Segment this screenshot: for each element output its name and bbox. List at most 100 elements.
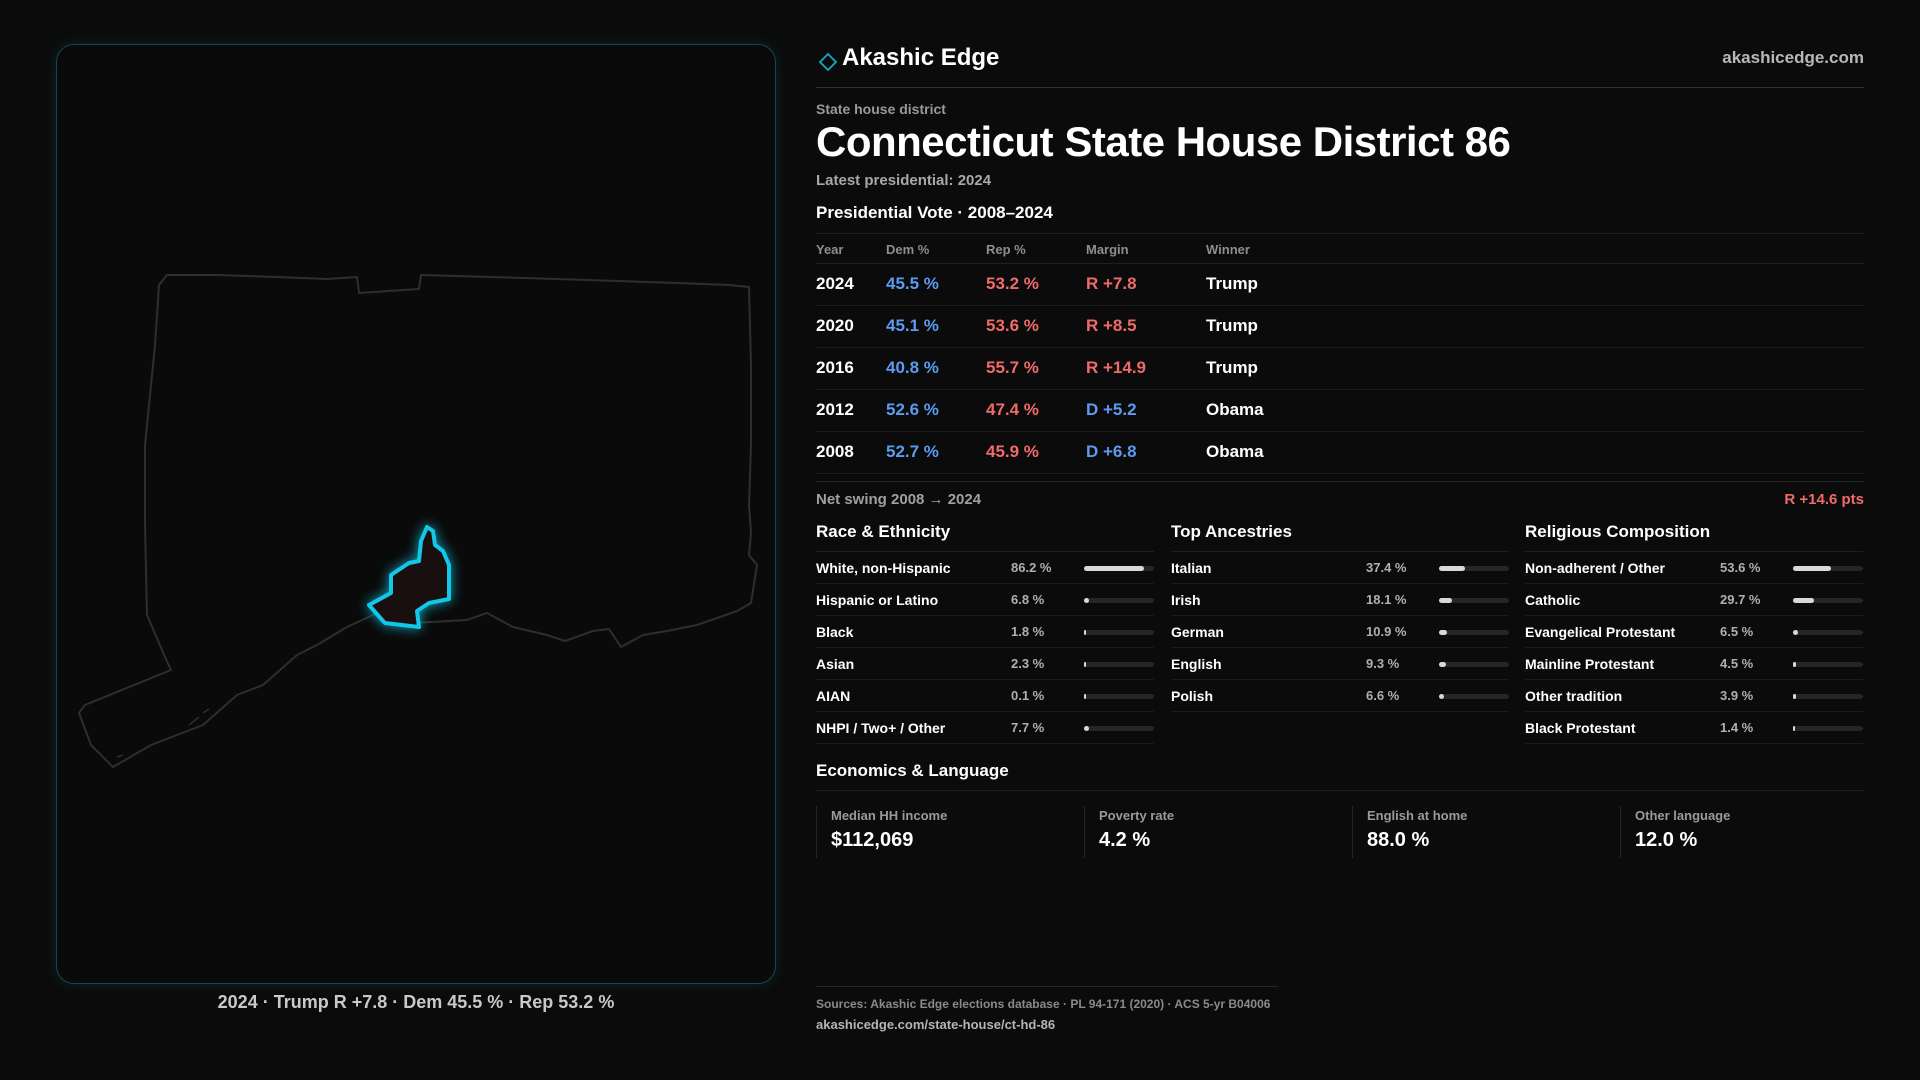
vote-winner: Obama [1206,400,1264,419]
race-bar-fill [1084,726,1089,731]
map-caption: 2024 · Trump R +7.8 · Dem 45.5 % · Rep 5… [217,992,615,1012]
net-swing-value: R +14.6 pts [1784,491,1864,508]
religion-row: Evangelical Protestant 6.5 % [1525,616,1863,648]
religion-label: Non-adherent / Other [1525,560,1666,576]
economics-card: Other language 12.0 % [1620,806,1730,858]
vote-row: 2012 52.6 % 47.4 % D +5.2 Obama [816,390,1864,432]
vote-table-header: Year Dem % Rep % Margin Winner [816,233,1864,264]
ancestry-value: 10.9 % [1366,624,1407,639]
ancestry-bar-fill [1439,662,1446,667]
header-dem: Dem % [886,242,930,257]
religion-row: Catholic 29.7 % [1525,584,1863,616]
state-outline [78,274,758,768]
race-label: Black [816,624,854,640]
religion-bar-fill [1793,726,1795,731]
permalink[interactable]: akashicedge.com/state-house/ct-hd-86 [816,1017,1056,1032]
economics-card: English at home 88.0 % [1352,806,1467,858]
race-bar-track [1084,630,1154,635]
map-panel[interactable] [56,44,776,984]
economics-card-value: 4.2 % [1099,829,1151,851]
brand-name[interactable]: Akashic Edge [842,44,1000,71]
religion-label: Evangelical Protestant [1525,624,1676,640]
vote-dem-pct: 45.1 % [886,316,939,335]
vote-winner: Trump [1206,274,1258,293]
page-subtitle: Latest presidential: 2024 [816,172,992,189]
coast-islands [116,708,210,758]
ancestry-bar-fill [1439,630,1447,635]
vote-dem-pct: 52.7 % [886,442,939,461]
race-bar-fill [1084,662,1086,667]
race-bar-track [1084,726,1154,731]
ancestry-bar-track [1439,630,1509,635]
religion-row: Mainline Protestant 4.5 % [1525,648,1863,680]
religion-row: Other tradition 3.9 % [1525,680,1863,712]
vote-row: 2008 52.7 % 45.9 % D +6.8 Obama [816,432,1864,474]
religion-value: 53.6 % [1720,560,1761,575]
ancestry-bar-fill [1439,598,1452,603]
vote-winner: Obama [1206,442,1264,461]
diamond-logo-icon [818,52,838,72]
ancestry-bar-track [1439,598,1509,603]
religion-bar-track [1793,598,1863,603]
vote-margin: D +5.2 [1086,400,1137,419]
ancestry-title: Top Ancestries [1171,522,1509,552]
economics-card-label: English at home [1367,808,1468,823]
race-bar-track [1084,598,1154,603]
race-value: 7.7 % [1011,720,1045,735]
footer: Sources: Akashic Edge elections database… [816,986,1278,1032]
race-value: 86.2 % [1011,560,1052,575]
race-value: 2.3 % [1011,656,1045,671]
race-bar-track [1084,566,1154,571]
economics-title: Economics & Language [816,761,1864,791]
vote-year: 2020 [816,316,854,335]
ancestry-row: German 10.9 % [1171,616,1509,648]
ancestry-value: 37.4 % [1366,560,1407,575]
race-bar-track [1084,662,1154,667]
economics-card-value: 88.0 % [1367,829,1430,851]
religion-bar-fill [1793,598,1814,603]
ancestry-bar-fill [1439,566,1465,571]
vote-rep-pct: 47.4 % [986,400,1039,419]
religion-bar-fill [1793,662,1796,667]
brand-url-link[interactable]: akashicedge.com [1722,48,1864,67]
state-map[interactable] [57,45,777,985]
header-year: Year [816,242,844,257]
page-kicker: State house district [816,101,946,117]
ancestry-label: Polish [1171,688,1214,704]
vote-dem-pct: 52.6 % [886,400,939,419]
vote-margin: R +8.5 [1086,316,1137,335]
vote-winner: Trump [1206,358,1258,377]
brand-header: Akashic Edge akashicedge.com [816,40,1864,88]
ancestry-panel: Top Ancestries Italian 37.4 % Irish 18.1 % G… [1171,522,1509,712]
economics-card-value: $112,069 [831,829,914,851]
race-label: AIAN [816,688,851,704]
ancestry-label: Irish [1171,592,1201,608]
ancestry-row: Italian 37.4 % [1171,552,1509,584]
race-row: Black 1.8 % [816,616,1154,648]
race-value: 0.1 % [1011,688,1045,703]
religion-row: Non-adherent / Other 53.6 % [1525,552,1863,584]
religion-label: Catholic [1525,592,1581,608]
race-row: AIAN 0.1 % [816,680,1154,712]
district-86-shape[interactable] [367,525,451,629]
vote-winner: Trump [1206,316,1258,335]
vote-year: 2016 [816,358,854,377]
religion-value: 6.5 % [1720,624,1754,639]
religion-label: Mainline Protestant [1525,656,1655,672]
race-value: 6.8 % [1011,592,1045,607]
vote-table: Year Dem % Rep % Margin Winner 2024 45.5 … [816,233,1864,474]
economics-card-value: 12.0 % [1635,829,1698,851]
vote-section-title: Presidential Vote · 2008–2024 [816,203,1053,222]
vote-year: 2008 [816,442,854,461]
religion-label: Black Protestant [1525,720,1636,736]
ancestry-label: German [1171,624,1224,640]
header-rep: Rep % [986,242,1026,257]
religion-panel: Religious Composition Non-adherent / Oth… [1525,522,1863,744]
sources-text: Sources: Akashic Edge elections database… [816,997,1271,1011]
vote-dem-pct: 45.5 % [886,274,939,293]
ancestry-label: English [1171,656,1222,672]
ancestry-label: Italian [1171,560,1212,576]
race-row: Hispanic or Latino 6.8 % [816,584,1154,616]
vote-dem-pct: 40.8 % [886,358,939,377]
religion-bar-fill [1793,694,1796,699]
